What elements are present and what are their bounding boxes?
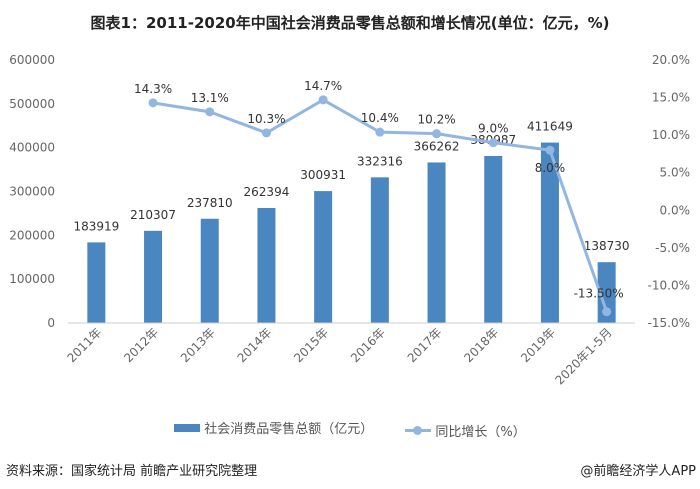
x-tick: 2011年 (64, 325, 104, 365)
bar-label: 300931 (300, 168, 346, 182)
line-point (375, 127, 385, 137)
line-point (148, 98, 158, 108)
bar-label: 183919 (73, 219, 119, 233)
bar (540, 142, 559, 323)
line-label: 10.4% (361, 111, 399, 125)
x-tick: 2013年 (178, 325, 218, 365)
bar-label: 138730 (584, 239, 630, 253)
x-tick: 2014年 (235, 325, 275, 365)
bar (257, 207, 276, 323)
line-point (602, 307, 612, 317)
left-axis-tick: 600000 (9, 53, 55, 67)
x-tick: 2016年 (348, 325, 388, 365)
bar-label: 237810 (187, 196, 233, 210)
bar-swatch (174, 423, 201, 432)
line-point (545, 145, 555, 155)
legend-item-line: 同比增长（%） (405, 421, 526, 440)
x-tick: 2018年 (461, 325, 501, 365)
right-axis-tick: 20.0% (652, 53, 690, 67)
line-label: 13.1% (191, 91, 229, 105)
line-point (432, 129, 442, 139)
x-tick: 2015年 (291, 325, 331, 365)
bar (200, 218, 219, 323)
left-axis-tick: 100000 (9, 272, 55, 286)
bar (427, 162, 446, 323)
line-point (488, 138, 498, 148)
right-axis-tick: 15.0% (652, 91, 690, 105)
bar (484, 156, 503, 323)
left-axis-tick: 500000 (9, 97, 55, 111)
bar (370, 177, 389, 323)
left-axis-tick: 0 (47, 316, 55, 330)
x-tick: 2017年 (405, 325, 445, 365)
x-tick: 2019年 (518, 325, 558, 365)
x-tick: 2012年 (121, 325, 161, 365)
bar-label: 411649 (527, 120, 573, 134)
chart-title: 图表1：2011-2020年中国社会消费品零售总额和增长情况(单位：亿元，%) (90, 14, 610, 32)
chart-svg: 0 100000 200000 300000 400000 500000 600000 -15… (9, 53, 691, 388)
right-axis-tick: -10.0% (648, 278, 690, 292)
line-label: -13.50% (574, 287, 624, 301)
x-tick: 2020年1-5月 (552, 325, 614, 387)
legend-label: 同比增长（%） (435, 424, 526, 440)
legend-item-bar: 社会消费品零售总额（亿元） (174, 418, 373, 437)
source-note: 资料来源：国家统计局 前瞻产业研究院整理 (6, 464, 258, 479)
legend-label: 社会消费品零售总额（亿元） (204, 422, 374, 437)
right-axis-tick: 10.0% (652, 128, 690, 142)
left-axis-tick: 200000 (9, 228, 55, 242)
line-point (261, 128, 271, 138)
right-axis-tick: 5.0% (660, 166, 691, 180)
line-label: 10.3% (247, 112, 285, 126)
bar-label: 262394 (244, 185, 290, 199)
line-label: 14.7% (304, 79, 342, 93)
line-swatch (405, 425, 432, 435)
line-label: 14.3% (134, 82, 172, 96)
left-axis-tick: 300000 (9, 185, 55, 199)
bar (144, 230, 163, 323)
legend: 社会消费品零售总额（亿元） 同比增长（%） (0, 418, 700, 440)
right-axis-tick: 0.0% (660, 203, 691, 217)
line-point (318, 95, 328, 105)
bar (314, 191, 333, 323)
line-label: 8.0% (535, 161, 566, 175)
bar-label: 210307 (130, 208, 176, 222)
bar-label: 332316 (357, 154, 403, 168)
right-axis-tick: -15.0% (648, 316, 690, 330)
line-point (205, 107, 215, 117)
bar-label: 366262 (414, 139, 460, 153)
bar (597, 262, 616, 323)
right-axis-tick: -5.0% (655, 241, 690, 255)
line-label: 9.0% (478, 122, 509, 136)
bar (87, 242, 106, 323)
brand-note: @前瞻经济学人APP (580, 464, 696, 479)
line-label: 10.2% (417, 113, 455, 127)
left-axis-tick: 400000 (9, 141, 55, 155)
